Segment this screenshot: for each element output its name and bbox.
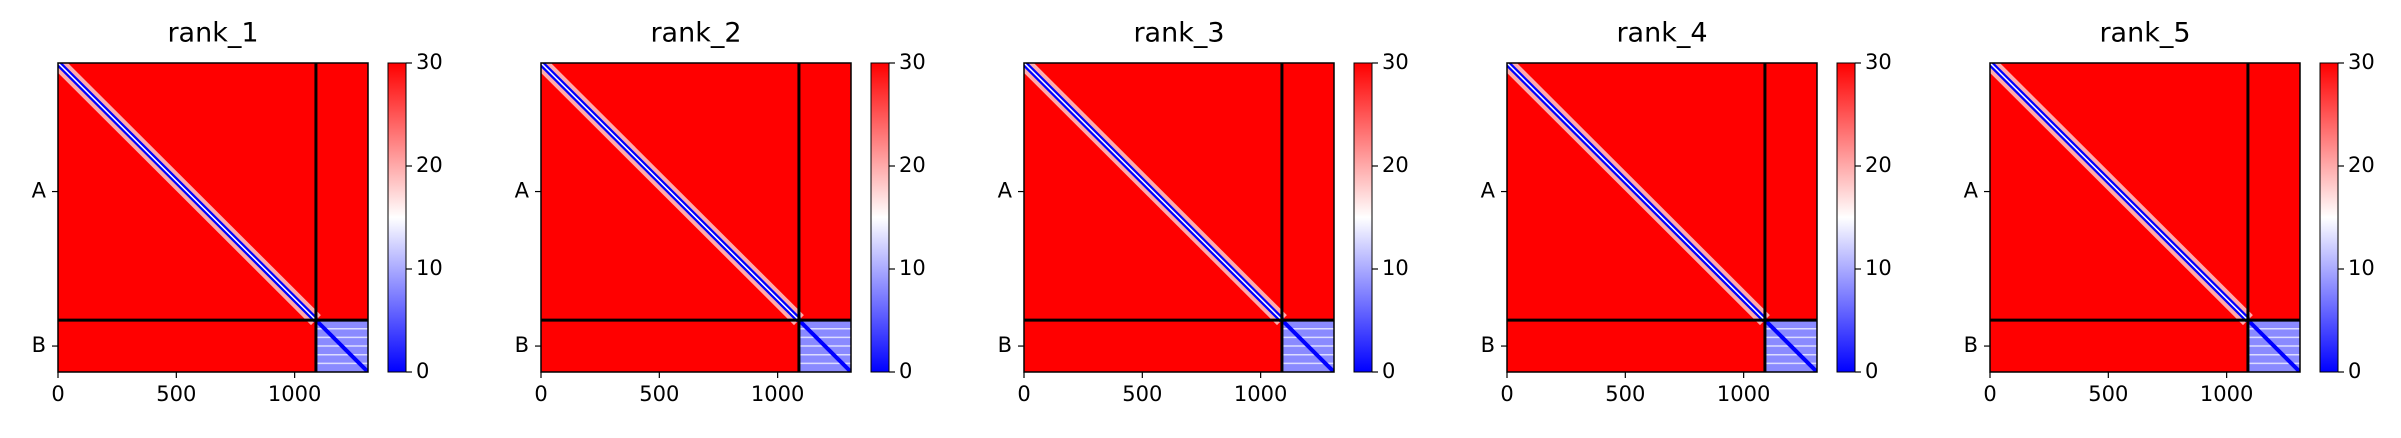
colorbar <box>387 62 407 373</box>
x-tick-label: 0 <box>1500 382 1513 406</box>
x-tick-label: 1000 <box>2200 382 2253 406</box>
colorbar-tick-label: 20 <box>1382 153 1409 177</box>
colorbar-tick-label: 10 <box>1382 256 1409 280</box>
heatmap-field <box>541 63 851 372</box>
heatmap-field <box>1990 63 2300 372</box>
plot-frame <box>57 62 369 373</box>
diagonal-core <box>1990 63 2249 321</box>
colorbar <box>2319 62 2339 373</box>
block-b-diagonal <box>797 318 851 372</box>
colorbar-tick-label: 20 <box>899 153 926 177</box>
x-tick-label: 500 <box>639 382 679 406</box>
x-tick-label: 500 <box>1122 382 1162 406</box>
y-tick-label: B <box>998 333 1012 357</box>
colorbar-tick-label: 10 <box>899 256 926 280</box>
colorbar-tick-label: 30 <box>1382 50 1409 74</box>
x-tick-label: 500 <box>2088 382 2128 406</box>
colorbar-tick-label: 30 <box>416 50 443 74</box>
colorbar-tick-label: 0 <box>1382 359 1395 383</box>
block-b-diagonal <box>2246 318 2300 372</box>
y-tick-label: A <box>515 179 530 203</box>
chart-title: rank_4 <box>1616 18 1707 49</box>
chart-title: rank_3 <box>1133 18 1224 49</box>
colorbar-tick-label: 10 <box>416 256 443 280</box>
colorbar-tick-label: 0 <box>1865 359 1878 383</box>
colorbar <box>870 62 890 373</box>
colorbar-tick-label: 20 <box>1865 153 1892 177</box>
block-b-diagonal <box>1280 318 1334 372</box>
y-tick-label: B <box>32 333 46 357</box>
colorbar-tick-label: 0 <box>416 359 429 383</box>
diagonal-core <box>58 63 317 321</box>
block-b-diagonal <box>1763 318 1817 372</box>
chart-title: rank_5 <box>2099 18 2190 49</box>
x-tick-label: 500 <box>1605 382 1645 406</box>
plot-frame <box>1989 62 2301 373</box>
block-b-diagonal <box>314 318 368 372</box>
colorbar <box>1353 62 1373 373</box>
y-tick-label: B <box>1964 333 1978 357</box>
x-tick-label: 1000 <box>1234 382 1287 406</box>
x-tick-label: 500 <box>156 382 196 406</box>
heatmap-field <box>58 63 368 372</box>
plot-frame <box>540 62 852 373</box>
plot-frame <box>1506 62 1818 373</box>
chart-title: rank_2 <box>650 18 741 49</box>
y-tick-label: A <box>998 179 1013 203</box>
colorbar-tick-label: 20 <box>416 153 443 177</box>
y-tick-label: A <box>1964 179 1979 203</box>
diagonal-core <box>541 63 800 321</box>
colorbar-tick-label: 10 <box>2348 256 2375 280</box>
x-tick-label: 0 <box>1017 382 1030 406</box>
heatmap-field <box>1024 63 1334 372</box>
heatmap-field <box>1507 63 1817 372</box>
colorbar-tick-label: 30 <box>1865 50 1892 74</box>
chart-title: rank_1 <box>167 18 258 49</box>
colorbar-tick-label: 0 <box>2348 359 2361 383</box>
colorbar-tick-label: 0 <box>899 359 912 383</box>
colorbar <box>1836 62 1856 373</box>
x-tick-label: 1000 <box>751 382 804 406</box>
x-tick-label: 0 <box>534 382 547 406</box>
colorbar-tick-label: 30 <box>899 50 926 74</box>
colorbar-tick-label: 10 <box>1865 256 1892 280</box>
x-tick-label: 0 <box>51 382 64 406</box>
y-tick-label: B <box>1481 333 1495 357</box>
x-tick-label: 1000 <box>1717 382 1770 406</box>
diagonal-core <box>1024 63 1283 321</box>
x-tick-label: 0 <box>1983 382 1996 406</box>
y-tick-label: B <box>515 333 529 357</box>
x-tick-label: 1000 <box>268 382 321 406</box>
plot-frame <box>1023 62 1335 373</box>
colorbar-tick-label: 30 <box>2348 50 2375 74</box>
diagonal-core <box>1507 63 1766 321</box>
y-tick-label: A <box>32 179 47 203</box>
y-tick-label: A <box>1481 179 1496 203</box>
colorbar-tick-label: 20 <box>2348 153 2375 177</box>
